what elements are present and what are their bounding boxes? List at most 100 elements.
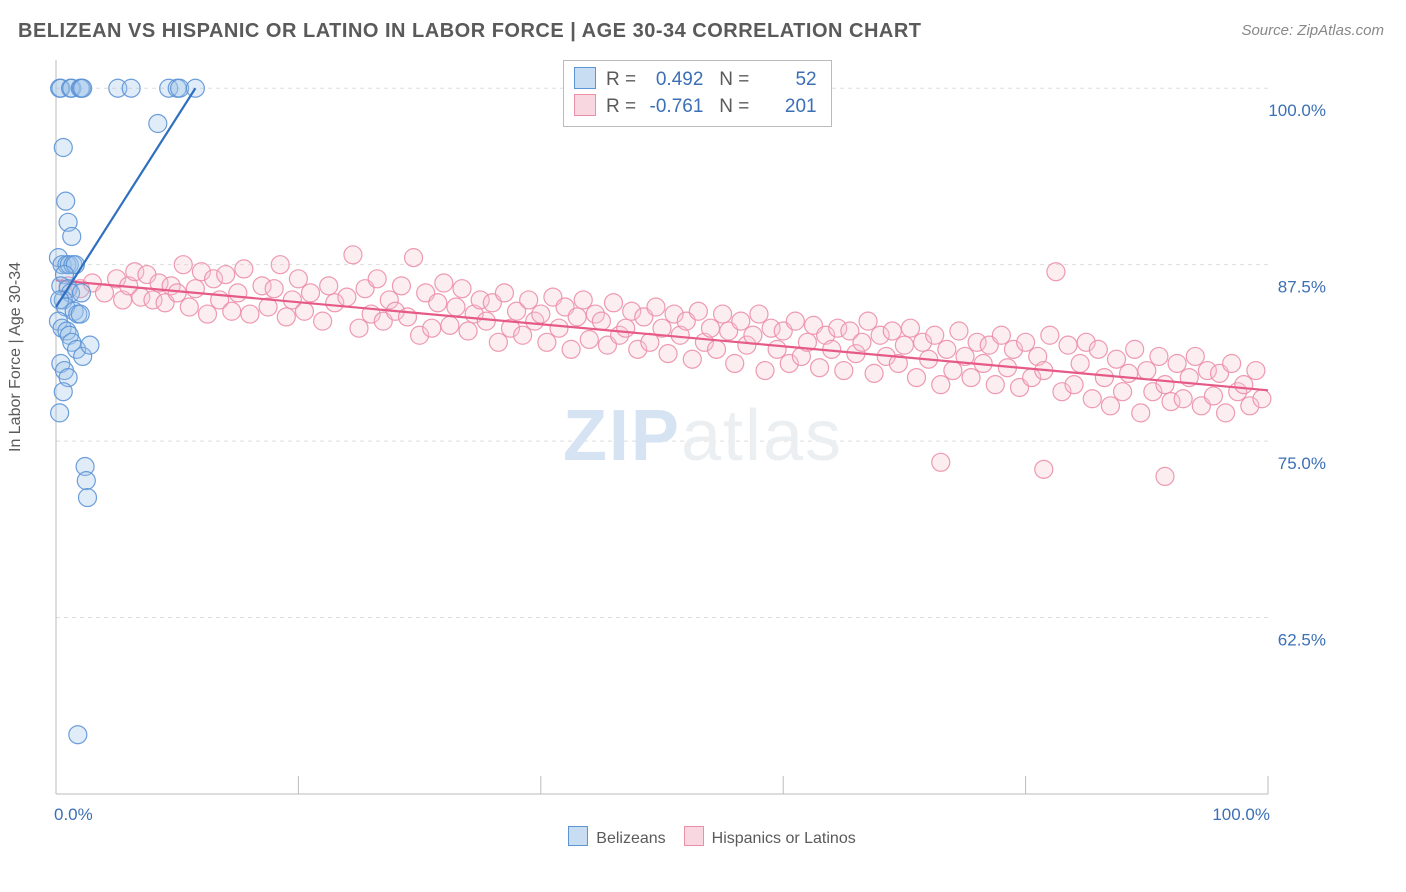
data-point bbox=[701, 319, 719, 337]
data-point bbox=[895, 336, 913, 354]
y-tick-label: 62.5% bbox=[1278, 631, 1326, 650]
data-point bbox=[659, 345, 677, 363]
page: BELIZEAN VS HISPANIC OR LATINO IN LABOR … bbox=[0, 0, 1406, 892]
data-point bbox=[1168, 354, 1186, 372]
data-point bbox=[277, 308, 295, 326]
data-point bbox=[520, 291, 538, 309]
legend-bottom: Belizeans Hispanics or Latinos bbox=[18, 826, 1388, 848]
data-point bbox=[592, 312, 610, 330]
data-point bbox=[538, 333, 556, 351]
legend-label: Hispanics or Latinos bbox=[712, 830, 856, 847]
chart-title: BELIZEAN VS HISPANIC OR LATINO IN LABOR … bbox=[18, 20, 922, 43]
data-point bbox=[338, 288, 356, 306]
stats-row: R = 0.492 N = 52 bbox=[574, 67, 817, 94]
data-point bbox=[750, 305, 768, 323]
data-point bbox=[726, 354, 744, 372]
data-point bbox=[1132, 404, 1150, 422]
data-point bbox=[853, 333, 871, 351]
data-point bbox=[81, 336, 99, 354]
data-point bbox=[289, 270, 307, 288]
data-point bbox=[95, 284, 113, 302]
data-point bbox=[69, 726, 87, 744]
data-point bbox=[580, 330, 598, 348]
scatter-chart: 62.5%75.0%87.5%100.0%0.0%100.0% bbox=[18, 52, 1388, 852]
data-point bbox=[1108, 350, 1126, 368]
data-point bbox=[1017, 333, 1035, 351]
data-point bbox=[72, 284, 90, 302]
y-axis-label: In Labor Force | Age 30-34 bbox=[7, 262, 25, 452]
data-point bbox=[1138, 362, 1156, 380]
stat-n-value: 52 bbox=[755, 67, 817, 94]
data-point bbox=[453, 280, 471, 298]
data-point bbox=[477, 312, 495, 330]
data-point bbox=[1156, 467, 1174, 485]
data-point bbox=[180, 298, 198, 316]
source-attribution: Source: ZipAtlas.com bbox=[1241, 22, 1384, 39]
data-point bbox=[950, 322, 968, 340]
data-point bbox=[1120, 364, 1138, 382]
data-point bbox=[732, 312, 750, 330]
data-point bbox=[71, 305, 89, 323]
legend-swatch bbox=[684, 826, 704, 846]
data-point bbox=[962, 369, 980, 387]
data-point bbox=[647, 298, 665, 316]
data-point bbox=[217, 266, 235, 284]
data-point bbox=[605, 294, 623, 312]
data-point bbox=[241, 305, 259, 323]
data-point bbox=[938, 340, 956, 358]
series-hispanics bbox=[56, 246, 1271, 486]
data-point bbox=[1089, 340, 1107, 358]
data-point bbox=[1095, 369, 1113, 387]
data-point bbox=[756, 362, 774, 380]
data-point bbox=[859, 312, 877, 330]
data-point bbox=[1047, 263, 1065, 281]
data-point bbox=[568, 308, 586, 326]
data-point bbox=[1041, 326, 1059, 344]
data-point bbox=[74, 79, 92, 97]
data-point bbox=[532, 305, 550, 323]
chart-container: In Labor Force | Age 30-34 ZIPatlas 62.5… bbox=[18, 52, 1388, 852]
data-point bbox=[265, 280, 283, 298]
data-point bbox=[1217, 404, 1235, 422]
data-point bbox=[54, 383, 72, 401]
data-point bbox=[714, 305, 732, 323]
data-point bbox=[865, 364, 883, 382]
data-point bbox=[1223, 354, 1241, 372]
data-point bbox=[1035, 460, 1053, 478]
data-point bbox=[79, 489, 97, 507]
stats-row: R = -0.761 N = 201 bbox=[574, 94, 817, 121]
data-point bbox=[174, 256, 192, 274]
data-point bbox=[1174, 390, 1192, 408]
data-point bbox=[344, 246, 362, 264]
stat-r-label: R = bbox=[606, 69, 636, 90]
data-point bbox=[429, 294, 447, 312]
data-point bbox=[168, 284, 186, 302]
data-point bbox=[314, 312, 332, 330]
data-point bbox=[786, 312, 804, 330]
x-tick-label: 100.0% bbox=[1212, 805, 1270, 824]
data-point bbox=[122, 79, 140, 97]
stat-n-label: N = bbox=[719, 96, 749, 117]
data-point bbox=[489, 333, 507, 351]
data-point bbox=[1126, 340, 1144, 358]
data-point bbox=[835, 362, 853, 380]
data-point bbox=[992, 326, 1010, 344]
data-point bbox=[1071, 354, 1089, 372]
data-point bbox=[944, 362, 962, 380]
data-point bbox=[1156, 376, 1174, 394]
series-belizeans bbox=[49, 79, 204, 743]
legend-swatch bbox=[568, 826, 588, 846]
data-point bbox=[1059, 336, 1077, 354]
data-point bbox=[149, 115, 167, 133]
data-point bbox=[392, 277, 410, 295]
correlation-stats-box: R = 0.492 N = 52R = -0.761 N = 201 bbox=[563, 60, 832, 127]
data-point bbox=[986, 376, 1004, 394]
data-point bbox=[1150, 347, 1168, 365]
stat-n-label: N = bbox=[719, 69, 749, 90]
data-point bbox=[320, 277, 338, 295]
legend-label: Belizeans bbox=[596, 830, 665, 847]
data-point bbox=[1065, 376, 1083, 394]
data-point bbox=[617, 319, 635, 337]
data-point bbox=[186, 280, 204, 298]
data-point bbox=[641, 333, 659, 351]
